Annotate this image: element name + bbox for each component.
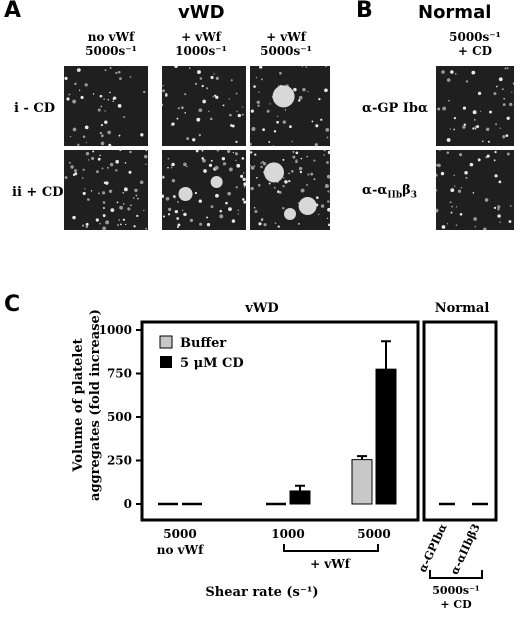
bar-cd-2 [375, 368, 397, 505]
error-bar-cd-2 [381, 340, 391, 370]
panel-b-letter: B [356, 0, 373, 23]
micrograph-a-i-3 [250, 66, 330, 146]
micrograph-a-i-1 [64, 66, 148, 146]
error-bar-buffer-2 [357, 455, 367, 460]
x-axis-label: Shear rate (s⁻¹) [205, 585, 318, 600]
legend-label-buffer: Buffer [180, 336, 226, 351]
col-label-normal: 5000s⁻¹ + CD [449, 30, 501, 58]
y-tick-label: 250 [107, 454, 132, 468]
panel-a-letter: A [4, 0, 22, 23]
bar-buffer-2 [351, 459, 373, 505]
col-label-vwf-5000: + vWf 5000s⁻¹ [260, 30, 312, 58]
y-tick-label: 1000 [99, 323, 132, 337]
bracket-label-vwf: + vWf [310, 557, 351, 571]
micrograph-a-i-2 [162, 66, 246, 146]
x-tick-anti-aiib: α-αIIbβ3 [448, 522, 483, 577]
row-label-anti-aiib: α-αIIbβ3 [362, 183, 418, 201]
x-tick-1000: 1000 [271, 527, 304, 541]
micrograph-a-ii-2 [162, 150, 246, 230]
micrograph-a-ii-1 [64, 150, 148, 230]
panel-a-title: vWD [178, 2, 225, 23]
x-tick-anti-gpib: α-GPIbα [416, 521, 450, 574]
x-tick-5000-a: 5000 [163, 527, 196, 541]
normal-footer-1: 5000s⁻¹ [432, 584, 480, 597]
group-label-normal: Normal [435, 301, 490, 316]
x-tick-5000-b: 5000 [357, 527, 390, 541]
row-label-plus-cd: ii + CD [12, 185, 64, 200]
error-bar-cd-1 [295, 484, 305, 491]
micrograph-b-1 [436, 66, 514, 146]
y-axis-label-2: aggregates (fold increase) [88, 309, 103, 501]
bar-cd-1 [289, 490, 311, 505]
normal-bracket [429, 570, 483, 579]
y-tick-label: 750 [107, 367, 132, 381]
col-label-no-vwf: no vWf 5000s⁻¹ [85, 30, 137, 58]
normal-footer-2: + CD [440, 598, 472, 611]
group-label-vwd: vWD [244, 301, 278, 316]
vwf-bracket [283, 544, 379, 552]
legend-swatch-buffer [159, 335, 173, 349]
legend-swatch-cd [160, 356, 172, 368]
micrograph-a-ii-3 [250, 150, 330, 230]
y-tick-label: 500 [107, 410, 132, 424]
x-tick-no-vwf: no vWf [157, 543, 204, 557]
bar-chart: vWD Normal Volume of platelet aggregates… [71, 301, 498, 611]
row-label-minus-cd: i - CD [14, 101, 56, 116]
plot-frame-normal [422, 320, 498, 522]
y-axis-label-1: Volume of platelet [71, 338, 86, 472]
legend-label-cd: 5 μM CD [180, 356, 244, 371]
panel-c-letter: C [4, 292, 21, 317]
panel-b-title: Normal [418, 2, 492, 23]
row-label-anti-gpib: α-GP Ibα [362, 101, 428, 116]
col-label-vwf-1000: + vWf 1000s⁻¹ [175, 30, 227, 58]
y-tick-label: 0 [124, 497, 132, 511]
micrograph-b-2 [436, 150, 514, 230]
